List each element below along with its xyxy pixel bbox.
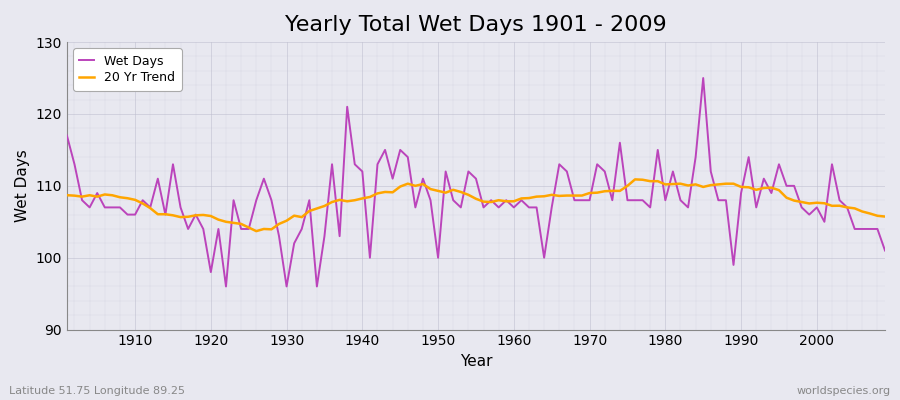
- Wet Days: [61, 133, 72, 138]
- Title: Yearly Total Wet Days 1901 - 2009: Yearly Total Wet Days 1901 - 2009: [285, 15, 667, 35]
- 20 Yr Trend: [61, 193, 72, 198]
- Wet Days: [698, 76, 708, 80]
- Wet Days: [220, 284, 231, 289]
- Wet Days: [342, 104, 353, 109]
- 20 Yr Trend: [516, 196, 526, 201]
- Legend: Wet Days, 20 Yr Trend: Wet Days, 20 Yr Trend: [73, 48, 182, 91]
- Y-axis label: Wet Days: Wet Days: [15, 150, 30, 222]
- X-axis label: Year: Year: [460, 354, 492, 369]
- 20 Yr Trend: [607, 188, 617, 193]
- 20 Yr Trend: [879, 214, 890, 219]
- 20 Yr Trend: [251, 229, 262, 234]
- Wet Days: [296, 226, 307, 231]
- 20 Yr Trend: [342, 199, 353, 204]
- Wet Days: [122, 212, 133, 217]
- 20 Yr Trend: [630, 177, 641, 182]
- Line: Wet Days: Wet Days: [67, 78, 885, 286]
- 20 Yr Trend: [122, 196, 133, 201]
- Wet Days: [516, 198, 526, 203]
- Wet Days: [607, 198, 617, 203]
- Text: Latitude 51.75 Longitude 89.25: Latitude 51.75 Longitude 89.25: [9, 386, 185, 396]
- Text: worldspecies.org: worldspecies.org: [796, 386, 891, 396]
- 20 Yr Trend: [296, 215, 307, 220]
- Line: 20 Yr Trend: 20 Yr Trend: [67, 179, 885, 231]
- Wet Days: [508, 205, 519, 210]
- Wet Days: [879, 248, 890, 253]
- 20 Yr Trend: [508, 199, 519, 204]
